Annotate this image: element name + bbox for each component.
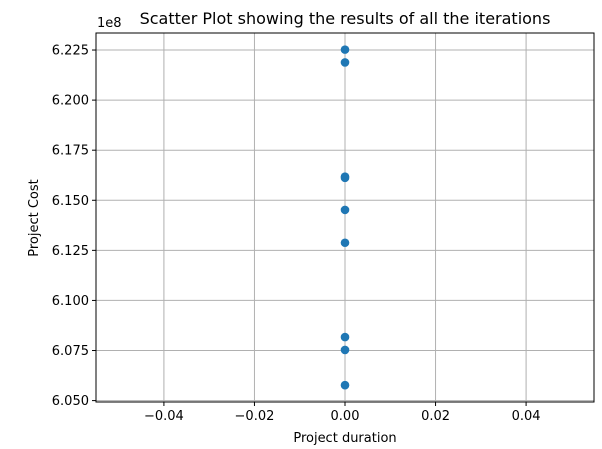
x-tick-label: 0.04 (512, 409, 541, 424)
y-tick-label: 6.225 (52, 44, 89, 59)
scatter-point (340, 173, 350, 183)
y-tick-label: 6.125 (52, 244, 89, 259)
scatter-point (340, 345, 350, 355)
y-tick-label: 6.075 (52, 344, 89, 359)
scatter-point (340, 380, 350, 390)
data-points (340, 45, 350, 390)
chart-title: Scatter Plot showing the results of all … (140, 9, 551, 28)
scatter-point (340, 45, 350, 54)
x-tick-label: 0.02 (421, 409, 450, 424)
y-tick-label: 6.150 (52, 194, 89, 209)
axis-ticks: −0.04 −0.02 0.00 0.02 0.04 6.050 6.075 6.100 6.1… (52, 44, 541, 424)
y-tick-label: 6.175 (52, 144, 89, 159)
y-tick-label: 6.050 (52, 394, 89, 409)
y-axis-label: Project Cost (27, 179, 42, 257)
x-tick-label: −0.04 (144, 409, 184, 424)
scatter-point (340, 238, 350, 248)
x-tick-label: −0.02 (235, 409, 275, 424)
x-axis-label: Project duration (293, 431, 396, 446)
y-tick-label: 6.200 (52, 94, 89, 109)
scatter-point (340, 58, 350, 67)
scatter-point (340, 332, 350, 342)
scatter-point (340, 205, 350, 215)
y-axis-offset-label: 1e8 (97, 16, 122, 31)
x-tick-label: 0.00 (331, 409, 360, 424)
y-tick-label: 6.100 (52, 294, 89, 309)
